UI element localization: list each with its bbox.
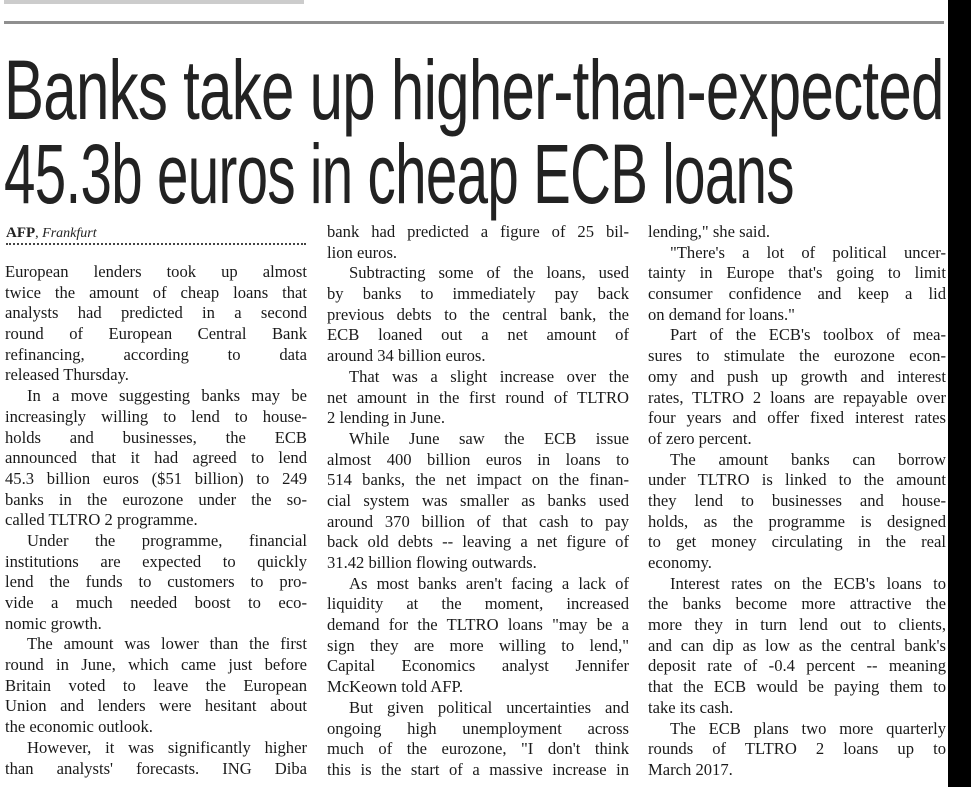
- article-line: analysts had predicted in a second: [5, 303, 307, 323]
- article-line: liquidity at the moment, increased: [327, 594, 629, 614]
- article-line: take its cash.: [648, 697, 734, 717]
- article-line: That was a slight increase over the: [349, 366, 629, 386]
- article-line: called TLTRO 2 programme.: [5, 510, 198, 530]
- article-line: rounds of TLTRO 2 loans up to: [648, 739, 946, 759]
- article-line: around 34 billion euros.: [327, 346, 486, 366]
- section-rule: [4, 21, 944, 24]
- article-line: much of the eurozone, "I don't think: [327, 739, 629, 759]
- article-line: than analysts' forecasts. ING Diba: [5, 758, 307, 778]
- article-column-1: European lenders took up almost twice the…: [5, 262, 307, 779]
- article-line: twice the amount of cheap loans that: [5, 282, 307, 302]
- article-line: 45.3 billion euros ($51 billion) to 249: [5, 468, 307, 488]
- article-line: ongoing high unemployment across: [327, 718, 629, 738]
- cut-off-previous-text: [4, 0, 304, 4]
- article-line: this is the start of a massive increase …: [327, 759, 629, 779]
- article-line: the economic outlook.: [5, 717, 153, 737]
- article-line: As most banks aren't facing a lack of: [349, 573, 629, 593]
- article-line: omy and push up growth and interest: [648, 366, 946, 386]
- article-line: "There's a lot of political uncer-: [670, 242, 946, 262]
- article-line: back old debts -- leaving a net figure o…: [327, 532, 629, 552]
- dotted-divider: [6, 243, 306, 245]
- article-line: by banks to immediately pay back: [327, 284, 629, 304]
- article-line: Union and lenders were hesitant about: [5, 696, 307, 716]
- article-line: rates, TLTRO 2 loans are repayable over: [648, 387, 946, 407]
- article-line: Interest rates on the ECB's loans to: [670, 573, 946, 593]
- article-line: McKeown told AFP.: [327, 677, 463, 697]
- article-line: 514 banks, the net impact on the finan-: [327, 470, 629, 490]
- article-line: lion euros.: [327, 242, 398, 262]
- article-line: ECB loaned out a net amount of: [327, 325, 629, 345]
- article-line: economy.: [648, 553, 712, 572]
- headline-line-1: Banks take up higher-than-expected: [4, 43, 944, 137]
- article-line: of zero percent.: [648, 428, 752, 448]
- article-line: banks in the eurozone under the so-: [5, 489, 307, 509]
- article-line: round of European Central Bank: [5, 324, 307, 344]
- article-line: While June saw the ECB issue: [349, 428, 629, 448]
- article-line: they lend to businesses and house-: [648, 490, 946, 510]
- article-line: The ECB plans two more quarterly: [670, 718, 946, 738]
- article-line: net amount in the first round of TLTRO: [327, 387, 629, 407]
- byline: AFP, Frankfurt: [6, 225, 97, 242]
- article-line: to get money circulating in the real: [648, 532, 946, 552]
- article-line: increasingly willing to lend to house-: [5, 406, 307, 426]
- article-line: tainty in Europe that's going to limit: [648, 263, 946, 283]
- article-line: under TLTRO is linked to the amount: [648, 470, 946, 490]
- article-line: holds, as the programme is designed: [648, 511, 946, 531]
- article-line: deposit rate of -0.4 percent -- meaning: [648, 656, 946, 676]
- article-line: previous debts to the central bank, the: [327, 304, 629, 324]
- article-line: sign they are more willing to lend,": [327, 635, 629, 655]
- article-line: The amount was lower than the first: [27, 634, 307, 654]
- article-line: released Thursday.: [5, 365, 129, 385]
- byline-place: Frankfurt: [42, 226, 97, 241]
- article-line: demand for the TLTRO loans "may be a: [327, 615, 629, 635]
- article-line: the banks become more attractive the: [648, 594, 946, 614]
- article-line: bank had predicted a figure of 25 bil-: [327, 222, 629, 241]
- article-column-2: bank had predicted a figure of 25 bil-li…: [327, 222, 629, 781]
- article-line: round in June, which came just before: [5, 655, 307, 675]
- page-edge-bar: [948, 0, 971, 787]
- article-line: that the ECB would be paying them to: [648, 677, 946, 697]
- byline-agency: AFP: [6, 225, 36, 241]
- article-line: Britain voted to leave the European: [5, 675, 307, 695]
- article-line: cial system was smaller as banks used: [327, 490, 629, 510]
- article-line: Part of the ECB's toolbox of mea-: [670, 325, 946, 345]
- article-line: 31.42 billion flowing outwards.: [327, 553, 537, 572]
- article-line: on demand for loans.": [648, 304, 795, 324]
- article-line: nomic growth.: [5, 613, 102, 633]
- article-line: four years and offer fixed interest rate…: [648, 408, 946, 428]
- article-line: But given political uncertainties and: [349, 697, 629, 717]
- article-line: consumer confidence and keep a lid: [648, 284, 946, 304]
- article-line: almost 400 billion euros in loans to: [327, 449, 629, 469]
- article-line: Subtracting some of the loans, used: [349, 263, 629, 283]
- article-line: sures to stimulate the eurozone econ-: [648, 346, 946, 366]
- article-line: institutions are expected to quickly: [5, 551, 307, 571]
- byline-separator: ,: [35, 226, 39, 241]
- article-line: more they in turn lend out to clients,: [648, 615, 946, 635]
- article-line: Capital Economics analyst Jennifer: [327, 656, 629, 676]
- article-line: lending," she said.: [648, 222, 770, 241]
- article-line: and can dip as low as the central bank's: [648, 635, 946, 655]
- article-line: refinancing, according to data: [5, 344, 307, 364]
- article-line: announced that it had agreed to lend: [5, 448, 307, 468]
- article-line: around 370 billion of that cash to pay: [327, 511, 629, 531]
- article-line: holds and businesses, the ECB: [5, 427, 307, 447]
- article-line: March 2017.: [648, 759, 733, 779]
- article-line: 2 lending in June.: [327, 408, 445, 428]
- article-column-3: lending," she said. "There's a lot of pol…: [648, 222, 946, 781]
- article-line: vide a much needed boost to eco-: [5, 593, 307, 612]
- article-line: However, it was significantly higher: [27, 737, 307, 757]
- article-line: Under the programme, financial: [27, 530, 307, 550]
- headline-line-2: 45.3b euros in cheap ECB loans: [4, 127, 795, 221]
- article-line: The amount banks can borrow: [670, 449, 946, 469]
- article-line: lend the funds to customers to pro-: [5, 572, 307, 592]
- article-line: In a move suggesting banks may be: [27, 386, 307, 406]
- article-line: European lenders took up almost: [5, 262, 307, 281]
